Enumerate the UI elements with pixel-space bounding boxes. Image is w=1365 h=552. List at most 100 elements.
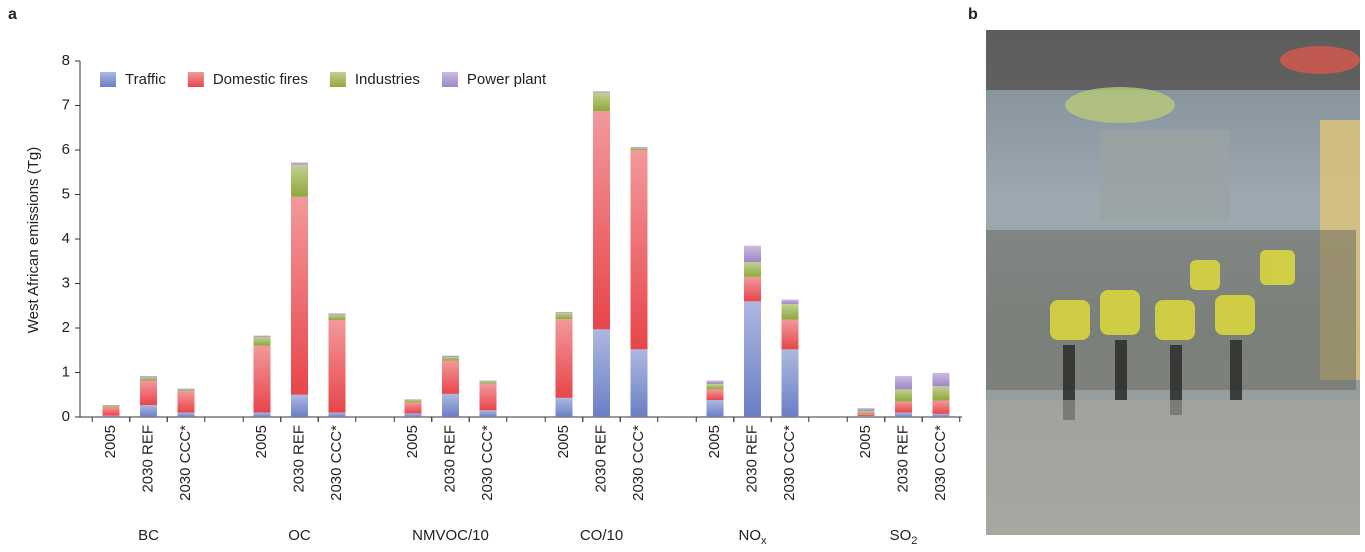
bar-segment	[782, 300, 799, 304]
bar-segment	[858, 416, 875, 417]
y-tick-label: 6	[62, 141, 70, 158]
bar-segment	[140, 376, 157, 377]
group-label: NMVOC/10	[412, 527, 489, 544]
panel-label: a	[8, 6, 17, 23]
legend-label: Power plant	[467, 71, 547, 88]
bar-segment	[254, 336, 271, 337]
bar-segment	[933, 386, 950, 400]
bar-segment	[442, 394, 459, 417]
bar-segment	[593, 111, 610, 329]
x-tick-label: 2030 CCC*	[177, 425, 194, 501]
legend-swatch	[188, 72, 204, 87]
x-tick-label: 2030 CCC*	[328, 425, 345, 501]
bar-segment	[442, 357, 459, 361]
bar-segment	[707, 400, 724, 417]
bar-segment	[593, 93, 610, 112]
bar-segment	[480, 410, 497, 417]
x-tick-label: 2005	[857, 425, 874, 458]
bar-segment	[103, 416, 120, 417]
y-tick-label: 1	[62, 363, 70, 380]
group-label: BC	[138, 527, 159, 544]
x-tick-label: 2005	[404, 425, 421, 458]
bar-segment	[405, 402, 422, 413]
bar-segment	[556, 313, 573, 319]
bar-segment	[140, 381, 157, 405]
bar-segment	[707, 384, 724, 389]
x-tick-label: 2030 REF	[592, 425, 609, 493]
legend-label: Industries	[355, 71, 420, 88]
bar-segment	[178, 391, 195, 412]
y-tick-label: 7	[62, 96, 70, 113]
legend-label: Domestic fires	[213, 71, 308, 88]
bar-segment	[631, 150, 648, 349]
x-tick-label: 2005	[102, 425, 119, 458]
bar-segment	[405, 400, 422, 403]
y-axis-label: West African emissions (Tg)	[25, 147, 42, 333]
bar-segment	[782, 304, 799, 320]
bar-segment	[631, 349, 648, 417]
bar-segment	[895, 376, 912, 389]
y-tick-label: 4	[62, 230, 70, 247]
bar-segment	[178, 389, 195, 390]
bar-segment	[895, 413, 912, 417]
x-tick-label: 2005	[555, 425, 572, 458]
y-tick-label: 5	[62, 185, 70, 202]
bar-segment	[631, 148, 648, 150]
bar-segment	[858, 408, 875, 411]
bar-segment	[593, 329, 610, 417]
bar-segment	[329, 313, 346, 314]
bar-segment	[933, 414, 950, 417]
bar-segment	[254, 346, 271, 413]
x-tick-label: 2030 REF	[290, 425, 307, 493]
x-tick-label: 2030 CCC*	[630, 425, 647, 501]
bar-segment	[707, 381, 724, 385]
bar-segment	[405, 413, 422, 417]
bar-segment	[858, 411, 875, 414]
bar-segment	[858, 414, 875, 416]
bar-segment	[933, 401, 950, 414]
x-tick-label: 2030 REF	[743, 425, 760, 493]
bar-segment	[178, 389, 195, 391]
photo	[986, 30, 1360, 535]
y-tick-label: 3	[62, 274, 70, 291]
bar-segment	[329, 320, 346, 413]
bar-segment	[480, 384, 497, 411]
x-tick-label: 2030 CCC*	[781, 425, 798, 501]
legend-swatch	[442, 72, 458, 87]
x-tick-label: 2005	[253, 425, 270, 458]
bar-segment	[140, 405, 157, 417]
x-tick-label: 2030 REF	[139, 425, 156, 493]
bar-segment	[744, 301, 761, 417]
bar-segment	[895, 389, 912, 401]
panel-label: b	[968, 6, 978, 23]
bar-segment	[744, 246, 761, 262]
bar-segment	[291, 162, 308, 164]
bar-segment	[782, 349, 799, 417]
bar-segment	[103, 405, 120, 406]
x-tick-label: 2030 CCC*	[932, 425, 949, 501]
bar-segment	[744, 277, 761, 301]
legend-swatch	[330, 72, 346, 87]
bar-segment	[782, 320, 799, 350]
bar-segment	[291, 395, 308, 417]
x-tick-label: 2030 REF	[894, 425, 911, 493]
bar-segment	[933, 373, 950, 386]
bar-segment	[631, 147, 648, 148]
bar-segment	[442, 356, 459, 357]
bar-segment	[556, 312, 573, 313]
group-label: NOx	[739, 527, 768, 547]
bar-segment	[254, 413, 271, 417]
x-tick-label: 2030 CCC*	[479, 425, 496, 501]
bar-segment	[329, 315, 346, 320]
bar-segment	[291, 165, 308, 197]
bar-segment	[556, 319, 573, 398]
bar-segment	[895, 401, 912, 412]
legend-label: Traffic	[125, 71, 166, 88]
bar-segment	[593, 91, 610, 92]
y-tick-label: 0	[62, 408, 70, 425]
group-label: OC	[288, 527, 311, 544]
group-label: SO2	[890, 527, 918, 547]
bar-segment	[707, 389, 724, 400]
bar-segment	[140, 377, 157, 380]
